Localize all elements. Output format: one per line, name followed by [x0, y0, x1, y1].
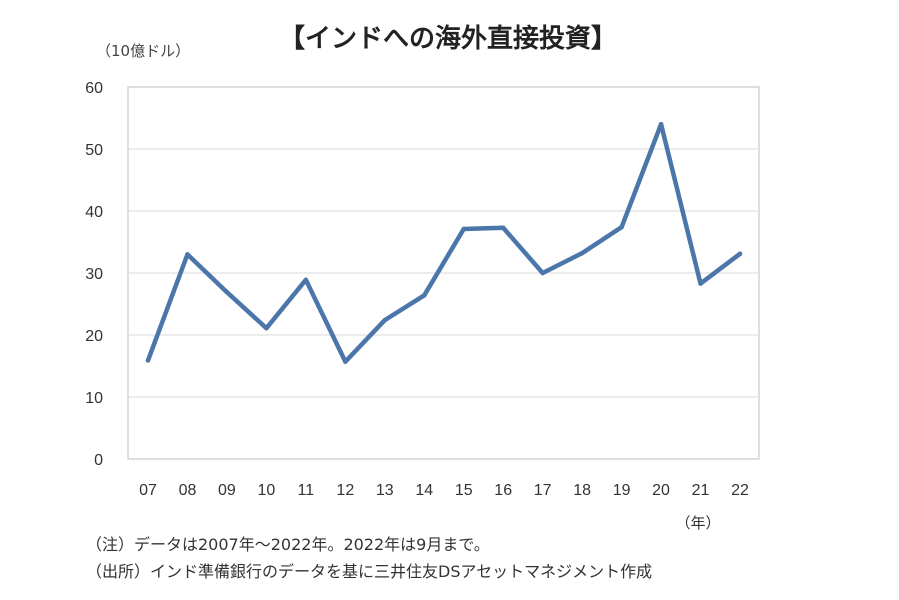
footnote-source: （出所）インド準備銀行のデータを基に三井住友DSアセットマネジメント作成: [86, 562, 653, 581]
y-tick-label: 20: [85, 328, 103, 345]
data-point: [737, 251, 743, 257]
x-tick-label: 22: [731, 482, 749, 499]
data-point: [422, 293, 427, 298]
x-axis: 07 08 09 10 11 12 13 14 15 16 17 18 19 20 21 22: [139, 482, 749, 499]
x-axis-unit-label: （年）: [675, 514, 720, 532]
y-tick-label: 30: [85, 266, 103, 283]
x-tick-label: 07: [139, 482, 157, 499]
series: [145, 121, 743, 364]
x-tick-label: 21: [692, 482, 710, 499]
x-tick-label: 11: [298, 482, 315, 499]
x-tick-label: 16: [494, 482, 512, 499]
data-point: [500, 225, 506, 230]
x-tick-label: 12: [336, 482, 354, 499]
y-axis: 0 10 20 30 40 50 60: [85, 80, 103, 469]
x-tick-label: 20: [652, 482, 670, 499]
x-tick-label: 08: [179, 482, 197, 499]
x-tick-label: 09: [218, 482, 236, 499]
y-tick-label: 50: [85, 142, 103, 159]
data-point: [698, 281, 703, 286]
data-point: [185, 252, 190, 257]
y-tick-label: 40: [85, 204, 103, 221]
data-point: [145, 358, 151, 363]
x-tick-label: 15: [455, 482, 473, 499]
x-tick-label: 14: [415, 482, 433, 499]
series-line: [145, 121, 743, 364]
y-tick-label: 0: [94, 452, 103, 469]
data-point: [343, 359, 348, 364]
x-tick-label: 10: [258, 482, 276, 499]
y-axis-unit-label: （10億ドル）: [96, 42, 190, 60]
x-tick-label: 18: [573, 482, 591, 499]
data-point: [264, 325, 269, 331]
data-point: [461, 226, 466, 232]
x-tick-label: 17: [534, 482, 552, 499]
y-tick-label: 60: [85, 80, 103, 97]
gridlines: [128, 148, 759, 398]
data-point: [579, 250, 585, 256]
data-point: [619, 224, 624, 230]
data-point: [303, 277, 309, 283]
x-tick-label: 13: [376, 482, 394, 499]
y-tick-label: 10: [85, 390, 103, 407]
data-point: [224, 289, 230, 295]
data-point: [540, 270, 545, 276]
data-point: [382, 317, 388, 323]
footnote-note: （注）データは2007年～2022年。2022年は9月まで。: [86, 535, 490, 554]
x-tick-label: 19: [613, 482, 631, 499]
chart-title: 【インドへの海外直接投資】: [279, 24, 617, 54]
data-point: [658, 121, 664, 127]
